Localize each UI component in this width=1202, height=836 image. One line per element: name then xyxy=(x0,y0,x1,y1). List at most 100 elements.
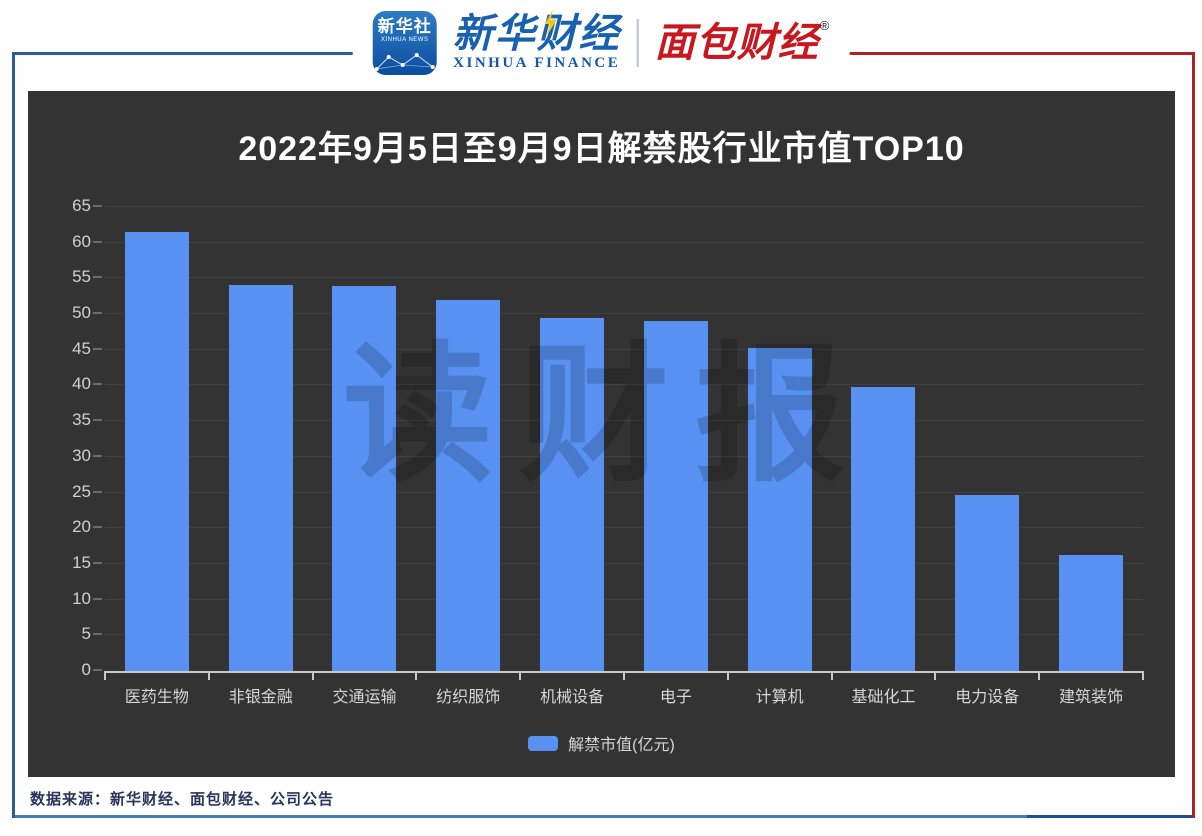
y-axis-tick xyxy=(93,312,102,315)
bar-column xyxy=(105,207,209,671)
bar-纺织服饰 xyxy=(436,299,501,671)
x-axis-tick xyxy=(623,671,625,680)
gridline xyxy=(105,598,1143,600)
legend: 解禁市值(亿元) xyxy=(28,731,1175,755)
bar-医药生物 xyxy=(124,232,189,671)
x-axis-label: 机械设备 xyxy=(540,689,605,706)
x-axis-tick xyxy=(830,671,833,680)
xinhua-finance-logo: 新华财经 XINHUA FINANCE xyxy=(452,10,621,72)
gridline xyxy=(105,527,1143,529)
bar-非银金融 xyxy=(228,284,293,671)
bar-column xyxy=(624,207,728,671)
y-axis-label: 40 xyxy=(72,374,91,394)
bar-电子 xyxy=(643,321,708,671)
x-axis-label: 交通运输 xyxy=(332,689,397,706)
gridline xyxy=(105,634,1143,636)
y-axis-tick xyxy=(93,561,102,564)
gridline xyxy=(105,455,1143,457)
bar-column xyxy=(209,207,313,671)
gridline xyxy=(105,384,1143,386)
bar-column xyxy=(728,207,832,671)
y-axis-tick xyxy=(93,383,102,386)
y-axis-tick xyxy=(93,240,102,243)
gridline xyxy=(105,491,1143,493)
y-axis-label: 5 xyxy=(81,624,91,644)
y-axis-label: 10 xyxy=(72,588,91,608)
x-axis-tick xyxy=(104,671,106,680)
y-axis-label: 25 xyxy=(72,481,91,501)
gridline xyxy=(105,420,1143,422)
y-axis-tick xyxy=(93,597,102,600)
y-axis-label: 15 xyxy=(72,552,91,572)
gridline xyxy=(105,277,1143,279)
gridline xyxy=(105,562,1143,564)
x-axis-tick xyxy=(519,671,522,680)
logo-divider xyxy=(636,19,639,67)
registered-mark: ® xyxy=(819,18,830,33)
y-axis-tick xyxy=(93,454,102,457)
y-axis-tick xyxy=(93,419,102,422)
x-axis-label: 计算机 xyxy=(755,689,804,706)
y-axis-tick xyxy=(93,526,102,529)
x-axis-labels: 医药生物 非银金融 交通运输 纺织服饰 机械设备 电子 计算机 基础化工 电力设备 建筑装饰 xyxy=(105,683,1143,707)
x-axis-label: 基础化工 xyxy=(851,689,916,706)
x-axis-label: 电子 xyxy=(659,689,692,706)
xinhua-news-label: 新华社 xyxy=(377,17,432,36)
y-axis-tick xyxy=(93,205,102,207)
x-axis-tick xyxy=(934,671,937,680)
xinhua-news-sublabel: XINHUA NEWS xyxy=(380,37,429,43)
y-axis-tick xyxy=(93,276,102,279)
x-axis-label: 非银金融 xyxy=(228,689,293,706)
x-axis-tick xyxy=(1038,671,1041,680)
gridline xyxy=(105,241,1143,243)
x-axis-tick xyxy=(207,671,210,680)
legend-label: 解禁市值(亿元) xyxy=(568,737,675,754)
bar-column xyxy=(313,207,417,671)
x-axis-label: 电力设备 xyxy=(955,689,1020,706)
bar-基础化工 xyxy=(851,386,916,671)
y-axis-label: 60 xyxy=(72,231,91,251)
x-axis-label: 纺织服饰 xyxy=(436,689,501,706)
lightning-bolt-icon xyxy=(544,10,557,36)
bread-finance-logo: 面包财经 ® xyxy=(655,19,830,67)
legend-swatch xyxy=(528,735,559,751)
xinhua-news-app-icon: 新华社 XINHUA NEWS xyxy=(372,11,437,75)
bar-建筑装饰 xyxy=(1059,554,1124,671)
y-axis-tick xyxy=(93,490,102,493)
chart-title: 2022年9月5日至9月9日解禁股行业市值TOP10 xyxy=(238,130,965,168)
x-axis-label: 建筑装饰 xyxy=(1059,689,1124,706)
y-axis-label: 50 xyxy=(72,303,91,323)
bar-column xyxy=(416,207,520,671)
x-axis-label: 医药生物 xyxy=(124,689,189,706)
constellation-icon xyxy=(374,53,435,71)
bars-row xyxy=(105,207,1143,671)
bar-column xyxy=(520,207,624,671)
x-axis-tick xyxy=(415,671,418,680)
gridline xyxy=(105,313,1143,315)
header: 新华社 XINHUA NEWS 新华财经 XINHUA FINANCE 面包财经… xyxy=(352,6,850,80)
bread-finance-zh: 面包财经 xyxy=(654,21,819,65)
gridline xyxy=(105,206,1143,207)
y-axis-tick xyxy=(93,347,102,350)
bar-交通运输 xyxy=(332,286,397,671)
y-axis-label: 35 xyxy=(72,410,91,430)
y-axis-label: 0 xyxy=(81,660,91,679)
frame-bottom-edge xyxy=(15,815,1192,818)
bar-column xyxy=(832,207,936,671)
y-axis-label: 20 xyxy=(72,517,91,537)
gridline xyxy=(105,348,1143,350)
bar-机械设备 xyxy=(540,318,605,671)
y-axis-label: 55 xyxy=(72,267,91,287)
chart-panel: 2022年9月5日至9月9日解禁股行业市值TOP10 读财报 0 5 10 15 20 2… xyxy=(28,91,1175,777)
y-axis-tick xyxy=(93,633,102,636)
bar-计算机 xyxy=(747,348,812,671)
plot-area: 读财报 0 5 10 15 20 25 30 35 40 45 50 55 60 65 xyxy=(72,196,1144,680)
bar-column xyxy=(1039,207,1143,671)
data-source-note: 数据来源：新华财经、面包财经、公司公告 xyxy=(30,792,335,808)
y-axis-label: 30 xyxy=(72,445,91,465)
x-axis-tick xyxy=(311,671,314,680)
y-axis-tick xyxy=(93,669,102,671)
xinhua-finance-zh: 新华财经 xyxy=(452,12,621,56)
x-axis-tick xyxy=(726,671,729,680)
x-axis-tick xyxy=(1142,671,1144,680)
